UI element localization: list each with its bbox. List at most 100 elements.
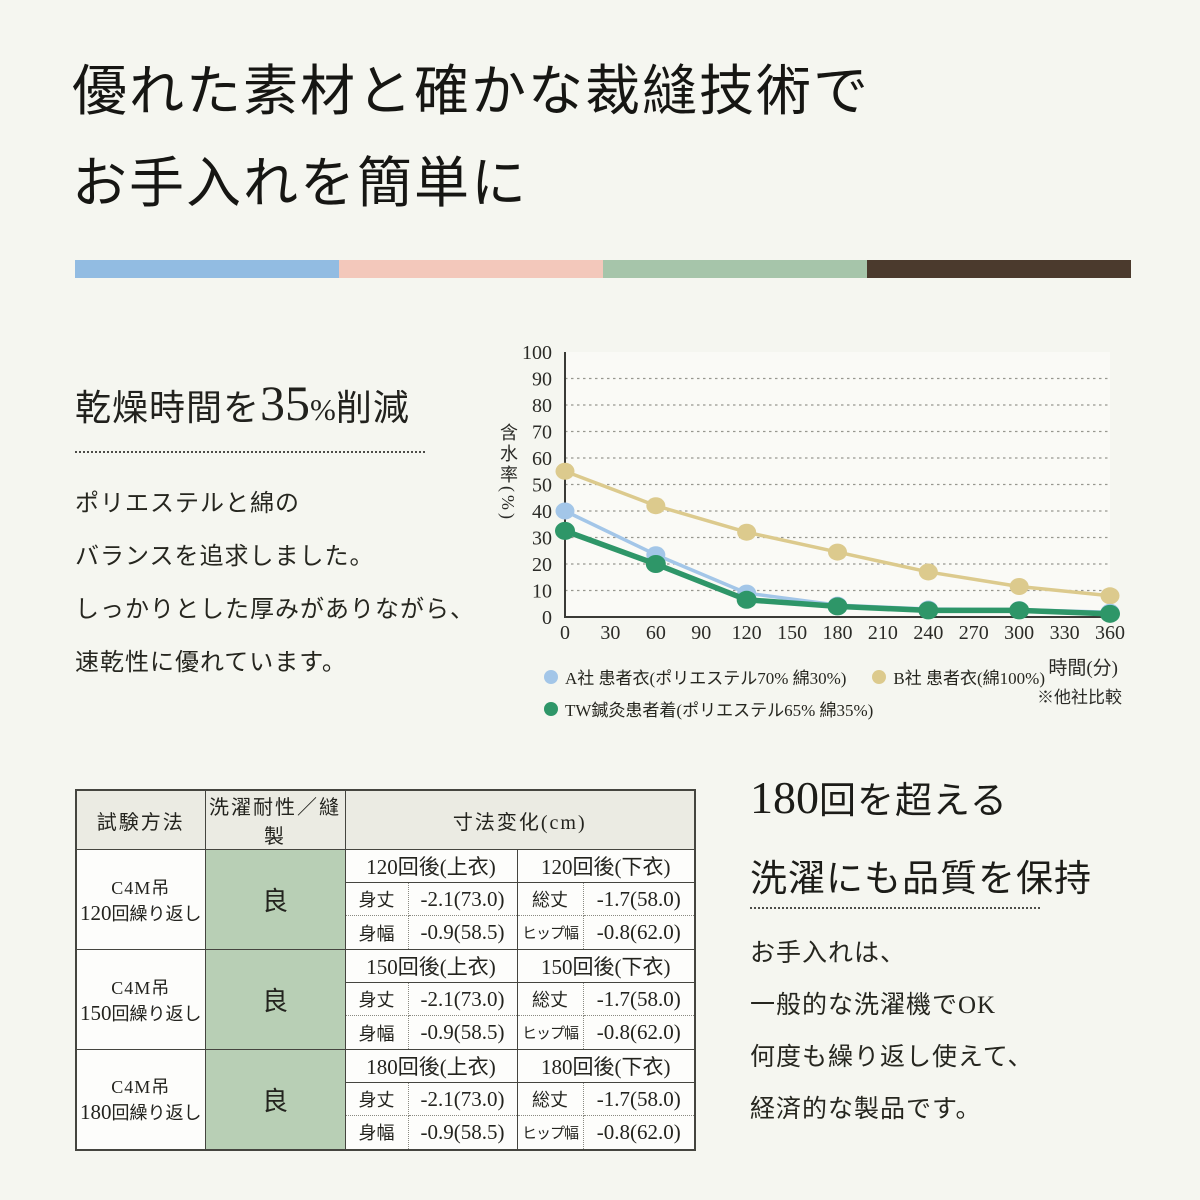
y-tick-label: 90 [532, 369, 552, 391]
y-tick-label: 70 [532, 422, 552, 444]
x-tick-label: 150 [777, 622, 807, 644]
left-feature-heading: 乾燥時間を 35% 削減 [75, 374, 410, 432]
table-row: C4M吊 120回繰り返し良 120回後(上衣) 120回後(下衣) [75, 849, 696, 950]
dimension-label: ヒップ幅 [516, 915, 584, 950]
dimension-label: 総丈 [516, 1082, 584, 1116]
data-point [1009, 601, 1030, 620]
right-body-line-3: 何度も繰り返し使えて、 [750, 1044, 1034, 1071]
divider-segment-pink [339, 260, 603, 278]
x-tick-label: 30 [600, 622, 620, 644]
dimension-value: -1.7(58.0) [583, 1082, 696, 1116]
legend-dot-icon [872, 669, 887, 684]
dimension-label: 身丈 [344, 982, 409, 1016]
legend-dot-icon [544, 701, 558, 716]
x-tick-label: 330 [1050, 622, 1080, 644]
x-tick-label: 210 [868, 622, 898, 644]
x-tick-label: 300 [1004, 622, 1034, 644]
method-cycle-count: 120 [80, 900, 112, 925]
data-point [737, 523, 757, 541]
rating-cell: 良 [204, 1049, 346, 1150]
divider-segment-green [603, 260, 867, 278]
right-feature-body: お手入れは、 一般的な洗濯機でOK 何度も繰り返し使えて、 経済的な製品です。 [750, 928, 1034, 1136]
dimension-label: 総丈 [516, 882, 584, 916]
data-point [828, 543, 847, 561]
dimension-label: 身幅 [344, 1015, 409, 1050]
dimension-value: -0.8(62.0) [583, 915, 696, 950]
section-header-bottom-garment: 120回後(下衣) [516, 849, 696, 883]
legend-dot-icon [544, 669, 558, 684]
data-point [736, 590, 757, 609]
data-point [1009, 578, 1029, 596]
legend-label: B社 患者衣(綿100%) [893, 669, 1045, 688]
page-title-line-2: お手入れを簡単に [72, 153, 529, 214]
col-header-dimension-change: 寸法変化(cm) [344, 789, 696, 850]
divider-segment-brown [867, 260, 1131, 278]
method-name: C4M吊 [111, 977, 171, 998]
y-tick-label: 80 [532, 395, 552, 417]
dimension-label: 身幅 [344, 1115, 409, 1150]
data-point [1100, 604, 1120, 623]
method-cell: C4M吊 180回繰り返し [75, 1049, 206, 1150]
page-title-line-1: 優れた素材と確かな裁縫技術で [72, 61, 871, 122]
chart-comparison-note: ※他社比較 [1037, 688, 1122, 707]
method-name: C4M吊 [111, 877, 171, 898]
data-point [827, 597, 848, 616]
legend-row-1: A社 患者衣(ポリエステル70% 綿30%) B社 患者衣(綿100%) [544, 664, 1045, 689]
dimension-label: 身丈 [344, 882, 409, 916]
table-row: 身丈 -2.1(73.0) 総丈 -1.7(58.0) [76, 882, 696, 916]
method-name: C4M吊 [111, 1077, 171, 1098]
rating-cell: 良 [204, 849, 346, 950]
moisture-chart-svg: 0 10 20 30 40 50 60 70 80 90 100 0 30 60 90 120 150 180 21… [522, 342, 1125, 644]
dimension-label: 身丈 [344, 1082, 409, 1116]
left-body-line-1: ポリエステルと綿の [75, 491, 300, 517]
dimension-value: -0.9(58.5) [408, 915, 518, 950]
page-title: 優れた素材と確かな裁縫技術で お手入れを簡単に [72, 46, 870, 230]
left-heading-suffix: 削減 [335, 388, 410, 428]
table-body: C4M吊 120回繰り返し良 120回後(上衣) 120回後(下衣) 身丈 -2.1(73… [75, 849, 696, 1150]
y-tick-label: 10 [532, 581, 552, 603]
legend-item: A社 患者衣(ポリエステル70% 綿30%) [544, 664, 846, 689]
divider-bar [75, 260, 1131, 278]
section-header-bottom-garment: 150回後(下衣) [516, 949, 696, 983]
dimension-value: -0.8(62.0) [583, 1115, 696, 1150]
y-tick-label: 20 [532, 554, 552, 576]
method-cycles: 120回繰り返し [80, 900, 202, 925]
y-tick-label: 30 [532, 528, 552, 550]
x-tick-label: 90 [691, 622, 711, 644]
left-body-line-2: バランスを追求しました。 [75, 544, 375, 570]
table-row: 身幅 -0.9(58.5) ヒップ幅 -0.8(62.0) [76, 1015, 696, 1050]
y-tick-label: 40 [532, 501, 552, 523]
chart-x-axis-label: 時間(分) [1048, 658, 1118, 679]
right-heading-number: 180 [750, 772, 819, 823]
dimension-label: 総丈 [516, 982, 584, 1016]
dimension-label: ヒップ幅 [516, 1015, 584, 1050]
method-cycles: 180回繰り返し [80, 1100, 202, 1125]
chart-y-axis-label: 含水率(%) [498, 423, 518, 522]
dimension-label: 身幅 [344, 915, 409, 950]
legend-label: A社 患者衣(ポリエステル70% 綿30%) [565, 669, 847, 688]
y-tick-label: 50 [532, 475, 552, 497]
y-tick-label: 100 [522, 342, 552, 364]
x-tick-label: 180 [823, 622, 853, 644]
left-dotted-divider [75, 451, 425, 453]
x-tick-label: 120 [732, 622, 762, 644]
dimension-value: -2.1(73.0) [408, 1082, 518, 1116]
data-point [918, 563, 938, 581]
x-tick-label: 60 [646, 622, 666, 644]
dimension-value: -1.7(58.0) [583, 882, 696, 916]
legend-label: TW鍼灸患者着(ポリエステル65% 綿35%) [565, 701, 874, 720]
table-row: C4M吊 180回繰り返し良 180回後(上衣) 180回後(下衣) [75, 1049, 696, 1150]
right-heading-after: 回を超える [819, 781, 1008, 822]
x-tick-label: 240 [913, 622, 943, 644]
table-row: 身丈 -2.1(73.0) 総丈 -1.7(58.0) [76, 1082, 696, 1116]
dimension-value: -2.1(73.0) [408, 982, 518, 1016]
right-body-line-1: お手入れは、 [750, 940, 907, 967]
method-cycles: 150回繰り返し [80, 1000, 202, 1025]
method-cell: C4M吊 120回繰り返し [75, 849, 206, 950]
data-point [918, 601, 939, 620]
table-header-row: 試験方法 洗濯耐性／縫製 寸法変化(cm) [75, 789, 696, 850]
right-feature-heading-line-1: 180 回を超える [750, 770, 1008, 824]
data-point [645, 555, 666, 573]
y-tick-label: 60 [532, 448, 552, 470]
dimension-value: -0.9(58.5) [408, 1015, 518, 1050]
